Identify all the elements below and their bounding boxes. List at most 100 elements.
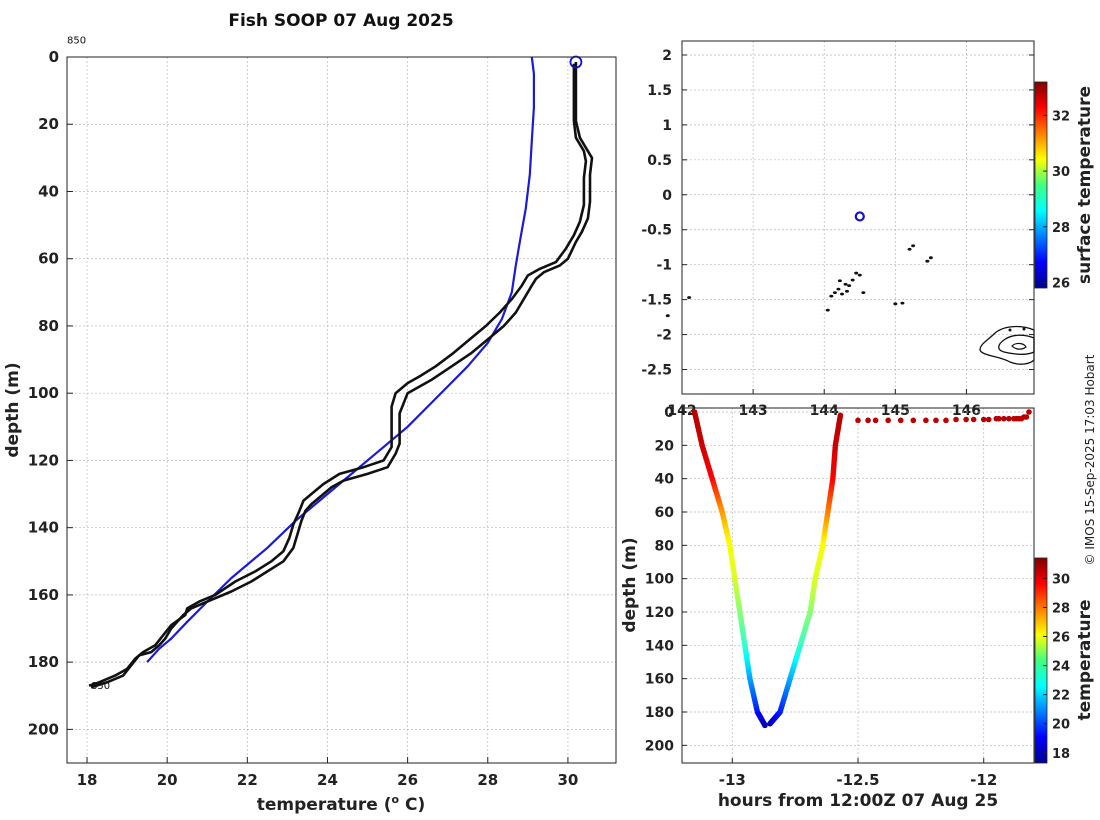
timeseries-y-tick-label: 80 (655, 538, 675, 554)
timeseries-surface-point (985, 416, 992, 423)
timeseries-y-tick-label: 40 (655, 472, 675, 488)
map-island (837, 279, 842, 283)
timeseries-x-axis-label: hours from 12:00Z 07 Aug 25 (718, 791, 998, 811)
map-chart: 142 143 144 145 14621.510.50-0.5-1-1.5-2-2.5… (641, 40, 1095, 419)
profile-annotations: 850 850 (67, 36, 110, 692)
timeseries-surface-point (872, 417, 879, 424)
timeseries-colorbar-tick-label: 18 (1052, 747, 1070, 762)
timeseries-colorbar-tick-label: 30 (1052, 572, 1070, 587)
profile-y-tick-label: 80 (38, 317, 59, 335)
map-y-tick-label: -1 (656, 258, 672, 274)
map-island (893, 302, 898, 306)
timeseries-y-axis-label: depth (m) (620, 537, 640, 632)
coastline (979, 325, 1035, 365)
map-y-tick-label: 1.5 (647, 83, 672, 99)
profile-x-tick-label: 18 (77, 771, 98, 789)
profile-series-line-2 (88, 63, 588, 687)
map-island (850, 278, 855, 282)
timeseries-colorbar: 18 20 22 24 26 28 30 temperature (1034, 557, 1095, 764)
timeseries-surface-point (885, 417, 891, 424)
timeseries-colorbar-ticks: 18 20 22 24 26 28 30 (1043, 572, 1070, 762)
profile-x-tick-label: 22 (237, 771, 258, 789)
profile-annotation: 850 (67, 36, 86, 47)
map-island (911, 244, 916, 248)
map-island (857, 273, 862, 277)
profile-y-axis-label: depth (m) (3, 362, 23, 457)
profile-y-tick-label: 140 (28, 519, 59, 537)
map-x-tick-label: 143 (738, 403, 767, 419)
map-y-tick-label: -1.5 (641, 293, 672, 309)
map-y-tick-label: -2.5 (641, 363, 672, 379)
profile-chart: 18 20 22 24 26 28 30 0 20 40 60 80 100 120 140 160 180 20… (3, 11, 617, 815)
map-y-tick-label: 0 (662, 188, 672, 204)
profile-annotation: 850 (91, 681, 110, 692)
profile-x-tick-label: 24 (317, 771, 338, 789)
timeseries-colorbar-label: temperature (1075, 599, 1095, 720)
map-island (825, 308, 830, 312)
map-colorbar-label: surface temperature (1075, 86, 1095, 284)
timeseries-points (691, 409, 1032, 729)
timeseries-y-tick-label: 120 (645, 605, 674, 621)
map-colorbar-tick-label: 32 (1052, 109, 1070, 124)
map-colorbar-tick-label: 26 (1052, 276, 1070, 291)
map-island (861, 291, 866, 295)
timeseries-surface-point (933, 417, 939, 424)
map-island (829, 294, 834, 298)
timeseries-surface-point (1026, 409, 1032, 415)
timeseries-point-ascent (837, 412, 844, 419)
timeseries-ticks: -13 -12.5 -12 0 20 40 60 80 100 120 140 160 180 200 (645, 405, 998, 789)
timeseries-x-tick-label: -13 (719, 771, 746, 789)
timeseries-surface-point (897, 417, 904, 424)
profile-series (88, 56, 594, 689)
map-y-tick-label: -0.5 (641, 223, 672, 239)
profile-x-tick-label: 28 (477, 771, 498, 789)
map-island (836, 287, 841, 291)
map-grid (681, 41, 1034, 394)
timeseries-y-tick-label: 20 (655, 438, 675, 454)
timeseries-y-tick-label: 160 (645, 672, 674, 688)
timeseries-surface-point (923, 417, 929, 424)
map-island (854, 271, 859, 275)
map-island (832, 291, 837, 295)
map-x-tick-label: 146 (952, 403, 981, 419)
map-island (847, 284, 852, 288)
map-colorbar-tick-label: 28 (1052, 221, 1070, 236)
map-colorbar: 26 28 30 32 surface temperature (1034, 81, 1095, 291)
profile-y-tick-label: 0 (49, 48, 59, 66)
map-island (907, 247, 912, 251)
timeseries-y-tick-label: 0 (664, 405, 674, 421)
timeseries-surface-point (980, 416, 987, 423)
profile-x-tick-label: 26 (397, 771, 418, 789)
map-y-tick-label: -2 (656, 328, 672, 344)
timeseries-y-tick-label: 140 (645, 638, 674, 654)
timeseries-surface-point (1006, 415, 1012, 422)
profile-x-axis-label: temperature (o C) (257, 793, 426, 815)
map-frame (681, 40, 1035, 395)
timeseries-surface-point (953, 416, 959, 423)
timeseries-colorbar-tick-label: 24 (1052, 660, 1070, 675)
coast-islet (1008, 328, 1012, 332)
map-colorbar-tick-label: 30 (1052, 165, 1070, 180)
coastline-lake (1011, 342, 1027, 350)
map-y-tick-label: 0.5 (647, 153, 672, 169)
map-position-marker (854, 211, 865, 222)
map-y-tick-label: 1 (662, 118, 672, 134)
profile-x-tick-label: 20 (157, 771, 178, 789)
timeseries-colorbar-tick-label: 28 (1052, 601, 1070, 616)
profile-y-tick-label: 60 (38, 250, 59, 268)
timeseries-y-tick-label: 60 (655, 505, 675, 521)
map-islands (665, 244, 933, 318)
map-y-tick-label: 2 (662, 48, 672, 64)
map-island (900, 301, 905, 305)
profile-series-line-1 (90, 62, 594, 689)
timeseries-colorbar-gradient (1034, 557, 1048, 764)
map-colorbar-gradient (1034, 81, 1048, 289)
map-colorbar-ticks: 26 28 30 32 (1043, 109, 1070, 291)
profile-grid (67, 56, 616, 763)
profile-y-tick-label: 200 (28, 720, 59, 738)
timeseries-x-tick-label: -12 (970, 771, 997, 789)
map-island (840, 292, 844, 296)
timeseries-colorbar-tick-label: 20 (1052, 718, 1070, 733)
